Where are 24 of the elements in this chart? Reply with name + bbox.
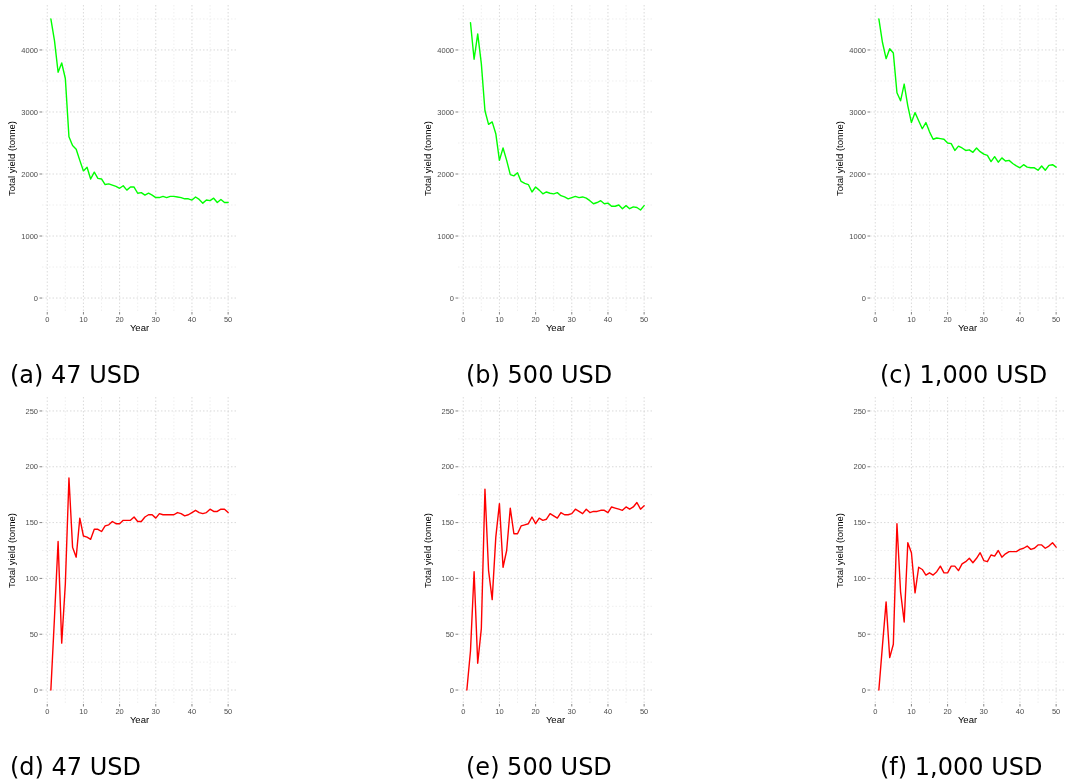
x-axis-title: Year	[129, 714, 150, 725]
y-axis-title: Total yield (tonne)	[834, 513, 845, 588]
x-axis-title: Year	[545, 322, 566, 333]
text: (b) 500 USD	[466, 361, 613, 389]
text: (d) 47 USD	[10, 753, 142, 781]
x-axis-title: Year	[957, 714, 978, 725]
line-series	[469, 21, 645, 211]
line-series	[878, 18, 1057, 171]
line-series	[50, 18, 229, 204]
text: (a) 47 USD	[10, 361, 141, 389]
x-axis-title: Year	[957, 322, 978, 333]
y-axis-title: Total yield (tonne)	[422, 121, 433, 196]
text: (c) 1,000 USD	[880, 361, 1048, 389]
x-axis-title: Year	[129, 322, 150, 333]
x-axis-title: Year	[545, 714, 566, 725]
line-series	[466, 488, 645, 691]
line-series	[50, 477, 229, 691]
text: (e) 500 USD	[466, 753, 612, 781]
text: (f) 1,000 USD	[880, 753, 1043, 781]
y-axis-title: Total yield (tonne)	[6, 121, 17, 196]
y-axis-title: Total yield (tonne)	[834, 121, 845, 196]
y-axis-title: Total yield (tonne)	[6, 513, 17, 588]
y-axis-title: Total yield (tonne)	[422, 513, 433, 588]
line-series	[878, 523, 1057, 691]
